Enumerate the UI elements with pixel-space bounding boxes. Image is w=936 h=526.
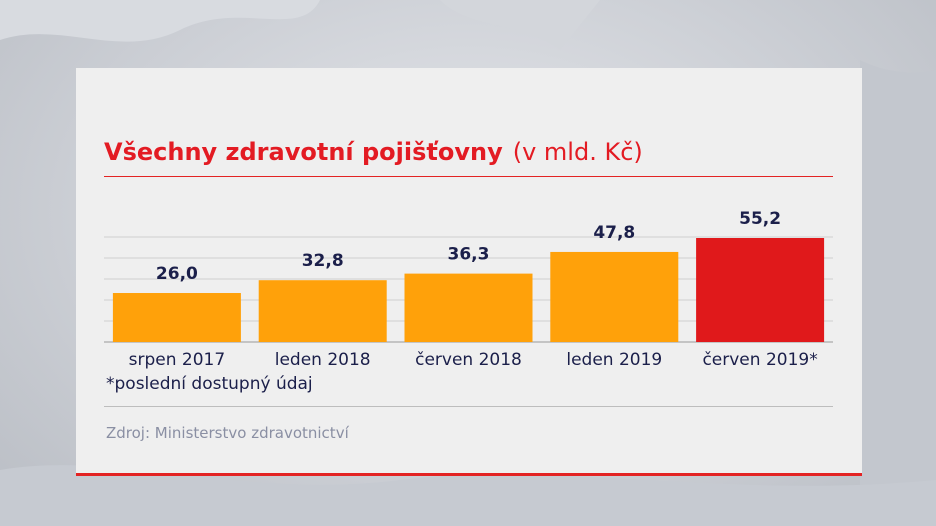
value-label-5: 55,2 [739,209,781,229]
category-label-2: leden 2018 [275,350,371,370]
category-label-3: červen 2018 [415,350,522,370]
chart-card: Všechny zdravotní pojišťovny (v mld. Kč) … [76,68,862,476]
value-label-1: 26,0 [156,264,198,284]
value-label-2: 32,8 [302,251,344,271]
chart-title-text: Všechny zdravotní pojišťovny [104,138,503,166]
value-label-4: 47,8 [593,223,635,243]
value-label-3: 36,3 [448,245,490,265]
bar-4 [550,251,679,342]
footer-divider [104,406,833,407]
category-label-1: srpen 2017 [129,350,226,370]
category-label-5: červen 2019* [702,350,817,370]
bar-chart: 26,0 srpen 2017 32,8 leden 2018 36,3 červen 2… [104,209,833,370]
bar-1 [112,293,241,342]
bar-2 [258,280,387,342]
title-divider [104,176,833,177]
footnote: *poslední dostupný údaj [106,374,313,394]
category-label-4: leden 2019 [566,350,662,370]
bar-5 [696,238,825,342]
chart-unit: (v mld. Kč) [512,138,643,166]
source-note: Zdroj: Ministerstvo zdravotnictví [106,424,349,442]
bar-3 [404,273,533,342]
chart-title: Všechny zdravotní pojišťovny (v mld. Kč) [104,138,643,166]
